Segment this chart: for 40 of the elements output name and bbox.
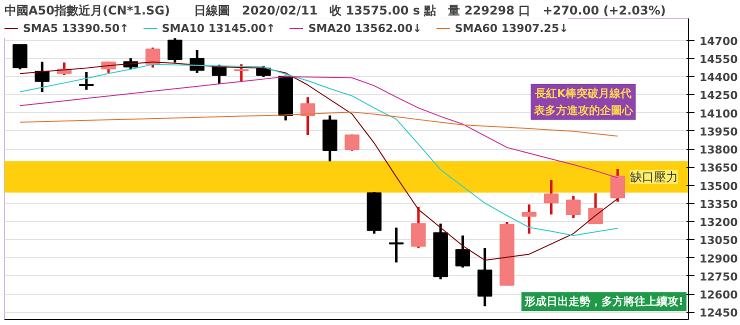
candlestick bbox=[522, 203, 536, 235]
y-tick-label: 13950 bbox=[700, 125, 738, 138]
candlestick bbox=[544, 178, 559, 216]
candlestick bbox=[588, 192, 603, 225]
y-tick-label: 13200 bbox=[700, 216, 738, 230]
candlestick bbox=[34, 60, 50, 94]
y-tick-label: 12600 bbox=[700, 288, 738, 302]
legend-label: SMA10 13145.00↑ bbox=[162, 22, 276, 34]
y-tick-label: 13050 bbox=[700, 234, 738, 248]
candlestick bbox=[610, 168, 626, 204]
candlestick bbox=[256, 64, 271, 78]
legend-label: SMA60 13907.25↓ bbox=[454, 22, 568, 34]
y-tick-label: 13650 bbox=[700, 162, 738, 175]
y-tick-label: 14400 bbox=[700, 71, 738, 84]
y-tick-label: 13350 bbox=[700, 198, 738, 211]
candlestick bbox=[168, 36, 182, 64]
candlestick bbox=[12, 43, 28, 71]
y-tick-label: 12900 bbox=[700, 252, 738, 266]
legend-label: SMA5 13390.50↑ bbox=[23, 22, 129, 34]
candlestick bbox=[455, 234, 470, 269]
y-tick-label: 14100 bbox=[700, 107, 738, 120]
candlestick bbox=[388, 226, 404, 264]
y-tick-label: 12450 bbox=[700, 306, 738, 320]
candlestick bbox=[79, 70, 94, 92]
y-tick-label: 13800 bbox=[700, 144, 738, 157]
y-tick-label: 13500 bbox=[700, 180, 738, 193]
candlestick bbox=[566, 194, 581, 220]
candlestick bbox=[411, 206, 426, 250]
candlestick bbox=[344, 133, 360, 152]
band-label: 缺口壓力 bbox=[630, 170, 678, 184]
annotation: 形成日出走勢，多方將往上續攻! bbox=[523, 295, 684, 308]
annotation: 長紅K棒突破月線代表多方進攻的企圖心 bbox=[532, 87, 634, 117]
y-tick-label: 12750 bbox=[700, 270, 738, 284]
candlestick bbox=[145, 46, 160, 69]
legend-label: SMA20 13562.00↓ bbox=[308, 22, 422, 34]
y-tick-label: 14250 bbox=[700, 89, 738, 102]
y-tick-label: 14700 bbox=[700, 34, 738, 48]
y-tick-label: 14550 bbox=[700, 52, 738, 66]
candlestick bbox=[300, 96, 316, 136]
chart-title: 中國A50指數近月(CN*1.SG) 日線圖 2020/02/11 收 13575.00 s 點 量 229298 口 +270.00 (+2.03%) bbox=[4, 4, 666, 18]
